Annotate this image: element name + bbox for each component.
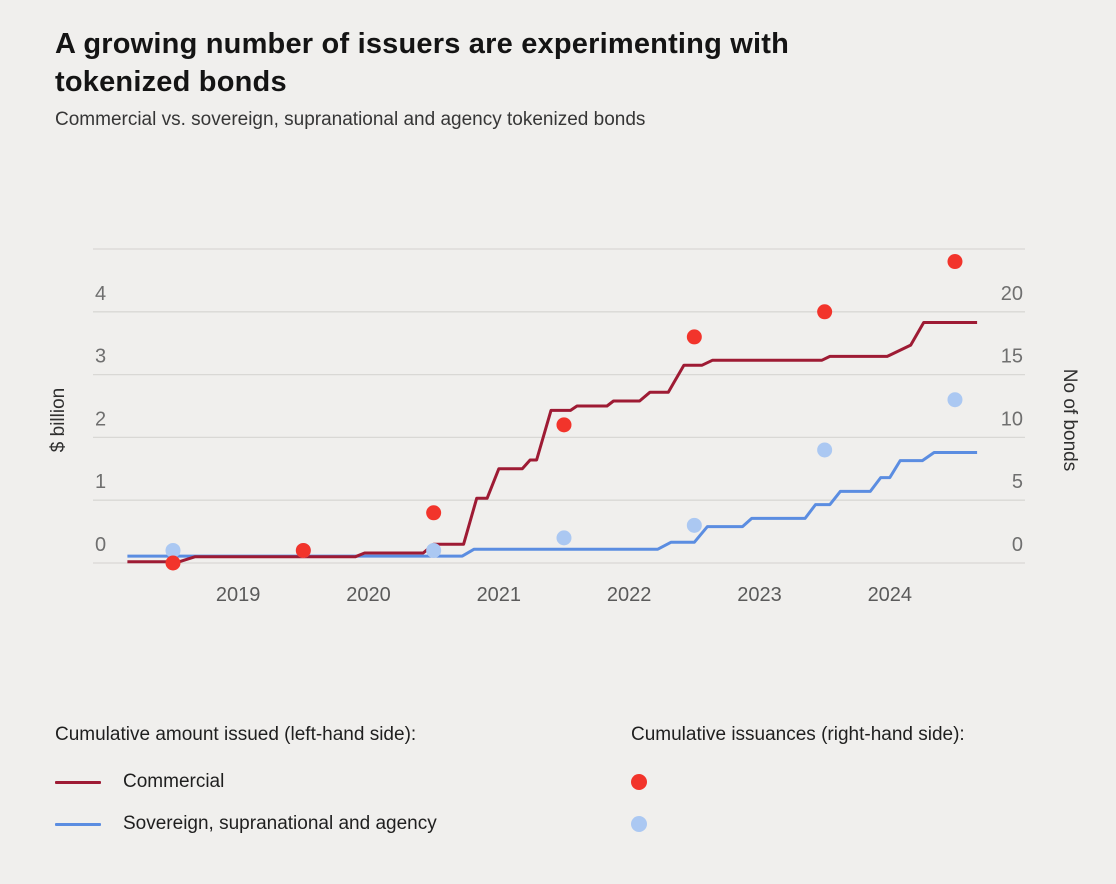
legend-amount-header: Cumulative amount issued (left-hand side… <box>55 724 417 745</box>
page-subtitle: Commercial vs. sovereign, supranational … <box>55 109 646 130</box>
legend-issuances-header: Cumulative issuances (right-hand side): <box>631 724 965 745</box>
legend-item-sovereign: Sovereign, supranational and agency <box>55 812 575 836</box>
sovereign-amount-line <box>127 451 978 558</box>
right-axis-tick-0: 0 <box>1012 534 1023 556</box>
legend-item-sovereign-dot <box>631 812 1061 836</box>
x-axis-label-2020: 2020 <box>346 584 391 606</box>
right-axis-title: No of bonds <box>1059 369 1080 471</box>
left-axis-tick-3: 3 <box>95 346 106 368</box>
left-axis-tick-2: 2 <box>95 408 106 430</box>
legend-item-label: Sovereign, supranational and agency <box>123 813 437 834</box>
commercial-issuance-dot-2024 <box>947 254 963 270</box>
right-axis-tick-20: 20 <box>1001 283 1023 305</box>
commercial-issuance-dot-2018 <box>165 555 181 571</box>
x-axis-label-2024: 2024 <box>868 584 913 606</box>
commercial-issuance-dot-2022 <box>686 329 702 345</box>
right-axis-tick-15: 15 <box>1001 346 1023 368</box>
commercial-issuance-dot-2020 <box>426 505 442 521</box>
left-axis-tick-0: 0 <box>95 534 106 556</box>
left-axis-tick-1: 1 <box>95 471 106 493</box>
sovereign-issuance-dot-2022 <box>686 517 702 533</box>
sovereign-issuance-dot-2024 <box>947 392 963 408</box>
x-axis-label-2019: 2019 <box>216 584 261 606</box>
left-axis-tick-4: 4 <box>95 283 106 305</box>
sovereign-dot-swatch <box>631 816 647 832</box>
right-axis-tick-5: 5 <box>1012 471 1023 493</box>
sovereign-issuance-dot-2018 <box>165 542 181 558</box>
x-axis-label-2021: 2021 <box>477 584 522 606</box>
x-axis-label-2022: 2022 <box>607 584 652 606</box>
sovereign-line-swatch <box>55 822 101 826</box>
commercial-issuance-dot-2019 <box>295 542 311 558</box>
x-axis-label-2023: 2023 <box>737 584 782 606</box>
legend-item-label: Commercial <box>123 771 225 792</box>
commercial-issuance-dot-2023 <box>817 304 833 320</box>
commercial-issuance-dot-2021 <box>556 417 572 433</box>
sovereign-issuance-dot-2021 <box>556 530 572 546</box>
right-axis-tick-10: 10 <box>1001 408 1023 430</box>
legend-issuances: Cumulative issuances (right-hand side): <box>631 724 1061 854</box>
commercial-line-swatch <box>55 780 101 784</box>
legend-item-commercial: Commercial <box>55 770 575 794</box>
left-axis-title: $ billion <box>48 388 69 452</box>
sovereign-issuance-dot-2020 <box>426 542 442 558</box>
commercial-dot-swatch <box>631 774 647 790</box>
legend-item-commercial-dot <box>631 770 1061 794</box>
legend-amount-issued: Cumulative amount issued (left-hand side… <box>55 724 575 854</box>
commercial-amount-line <box>127 321 978 564</box>
page-title: A growing number of issuers are experime… <box>55 28 790 99</box>
sovereign-issuance-dot-2023 <box>817 442 833 458</box>
